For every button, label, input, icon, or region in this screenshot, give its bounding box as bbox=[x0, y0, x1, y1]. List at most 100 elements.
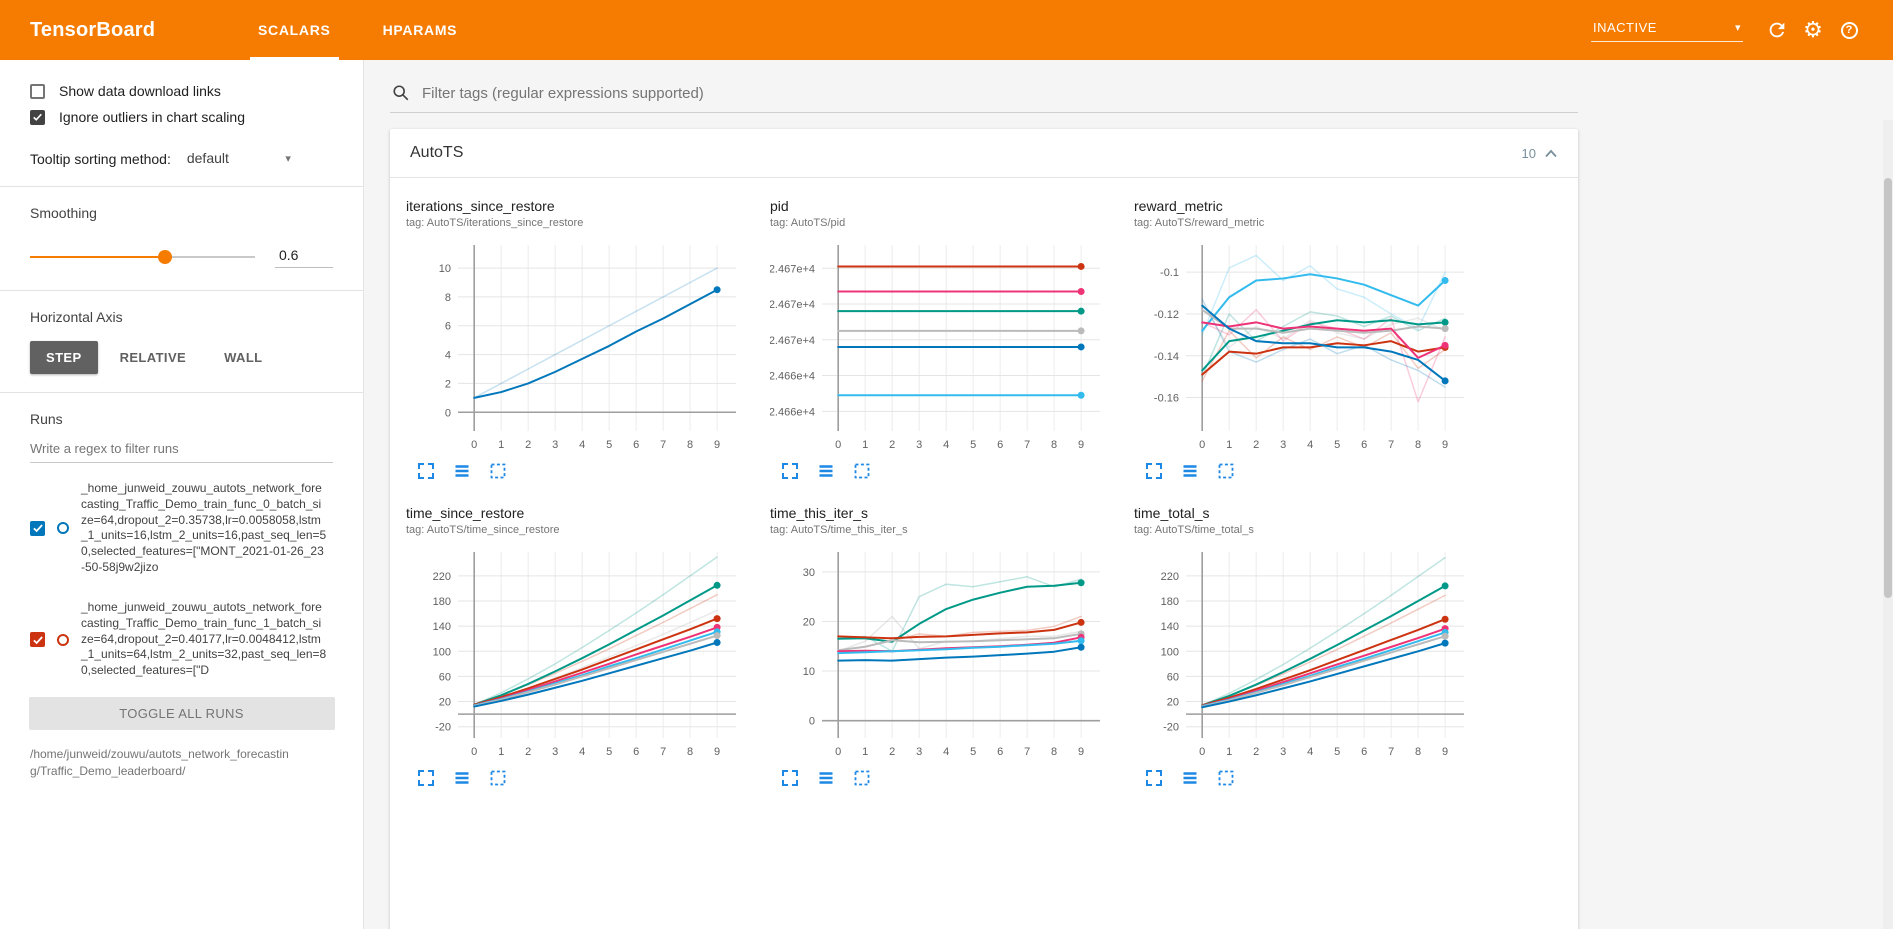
scrollbar-thumb[interactable] bbox=[1884, 178, 1892, 598]
fit-domain-icon[interactable] bbox=[486, 459, 510, 483]
line-chart[interactable]: 0 1 2 3 4 5 6 7 8 9 -0.1 -0.12 -0.14 -0.16 bbox=[1134, 237, 1474, 457]
run-radio[interactable] bbox=[57, 522, 69, 535]
line-chart[interactable]: 0 1 2 3 4 5 6 7 8 9 -20 20 60 100 140 180 220 bbox=[1134, 544, 1474, 764]
expand-chart-icon[interactable] bbox=[1142, 459, 1166, 483]
chart-toolbar bbox=[406, 766, 756, 790]
show-download-links-checkbox[interactable]: Show data download links bbox=[30, 78, 333, 104]
tag-group-header[interactable]: AutoTS 10 bbox=[390, 129, 1578, 178]
svg-text:3: 3 bbox=[552, 439, 558, 451]
checkbox-label: Ignore outliers in chart scaling bbox=[59, 109, 245, 125]
chart-card: time_this_iter_s tag: AutoTS/time_this_i… bbox=[770, 505, 1120, 790]
line-chart[interactable]: 0 1 2 3 4 5 6 7 8 9 0 10 20 30 bbox=[770, 544, 1110, 764]
chevron-down-icon: ▾ bbox=[285, 152, 291, 165]
svg-text:2: 2 bbox=[889, 439, 895, 451]
fit-domain-icon[interactable] bbox=[1214, 459, 1238, 483]
tag-group-count: 10 bbox=[1521, 145, 1536, 161]
svg-text:100: 100 bbox=[433, 646, 451, 658]
svg-text:6: 6 bbox=[997, 439, 1003, 451]
tooltip-sort-dropdown[interactable]: default ▾ bbox=[187, 150, 291, 168]
svg-text:180: 180 bbox=[1161, 596, 1179, 608]
svg-text:0: 0 bbox=[471, 746, 477, 758]
svg-text:3: 3 bbox=[552, 746, 558, 758]
run-checkbox[interactable] bbox=[30, 632, 45, 648]
svg-text:8: 8 bbox=[1415, 439, 1421, 451]
chart-card: iterations_since_restore tag: AutoTS/ite… bbox=[406, 198, 756, 483]
fit-domain-icon[interactable] bbox=[1214, 766, 1238, 790]
step-button[interactable]: STEP bbox=[30, 341, 98, 374]
checkbox-label: Show data download links bbox=[59, 83, 221, 99]
svg-text:10: 10 bbox=[439, 263, 451, 275]
wall-button[interactable]: WALL bbox=[208, 341, 278, 374]
svg-text:8: 8 bbox=[1051, 746, 1057, 758]
tag-filter-input[interactable] bbox=[422, 84, 1576, 102]
svg-text:0: 0 bbox=[835, 439, 841, 451]
expand-chart-icon[interactable] bbox=[778, 459, 802, 483]
gear-icon: ⚙ bbox=[1803, 17, 1823, 42]
expand-chart-icon[interactable] bbox=[778, 766, 802, 790]
fit-domain-icon[interactable] bbox=[850, 766, 874, 790]
toggle-all-runs-button[interactable]: TOGGLE ALL RUNS bbox=[28, 697, 335, 731]
runs-label: Runs bbox=[30, 411, 63, 427]
log-scale-icon[interactable] bbox=[1178, 459, 1202, 483]
smoothing-value[interactable]: 0.6 bbox=[275, 245, 333, 268]
log-scale-icon[interactable] bbox=[814, 766, 838, 790]
line-chart[interactable]: 0 1 2 3 4 5 6 7 8 9 0 2 4 6 8 10 bbox=[406, 237, 746, 457]
svg-text:2: 2 bbox=[525, 746, 531, 758]
scrollbar[interactable] bbox=[1883, 120, 1893, 929]
question-mark-icon: ? bbox=[1840, 21, 1858, 39]
svg-text:9: 9 bbox=[1078, 439, 1084, 451]
svg-text:1: 1 bbox=[1226, 439, 1232, 451]
svg-text:1: 1 bbox=[498, 439, 504, 451]
settings-button[interactable]: ⚙ bbox=[1795, 12, 1831, 48]
tab-hparams[interactable]: HPARAMS bbox=[382, 22, 458, 38]
svg-text:6: 6 bbox=[445, 321, 451, 333]
svg-text:30: 30 bbox=[803, 567, 815, 579]
tab-scalars[interactable]: SCALARS bbox=[232, 0, 357, 60]
svg-text:4: 4 bbox=[445, 350, 451, 362]
svg-text:-0.16: -0.16 bbox=[1154, 393, 1179, 405]
chart-card: time_total_s tag: AutoTS/time_total_s 0 1… bbox=[1134, 505, 1484, 790]
expand-chart-icon[interactable] bbox=[414, 459, 438, 483]
refresh-button[interactable] bbox=[1759, 12, 1795, 48]
expand-chart-icon[interactable] bbox=[1142, 766, 1166, 790]
divider bbox=[0, 290, 363, 291]
run-checkbox[interactable] bbox=[30, 520, 45, 536]
chart-title: time_total_s bbox=[1134, 505, 1210, 521]
chart-tag: tag: AutoTS/time_this_iter_s bbox=[770, 524, 908, 536]
relative-button[interactable]: RELATIVE bbox=[104, 341, 203, 374]
log-scale-icon[interactable] bbox=[450, 459, 474, 483]
svg-text:6: 6 bbox=[1361, 746, 1367, 758]
checkbox-icon bbox=[30, 109, 45, 125]
smoothing-label: Smoothing bbox=[30, 205, 97, 221]
fit-domain-icon[interactable] bbox=[486, 766, 510, 790]
expand-chart-icon[interactable] bbox=[414, 766, 438, 790]
tooltip-sort-label: Tooltip sorting method: bbox=[30, 151, 171, 167]
line-chart[interactable]: 0 1 2 3 4 5 6 7 8 9 2.467e+4 2.467e+4 2.467e+4 2.466e… bbox=[770, 237, 1110, 457]
slider-thumb[interactable] bbox=[158, 249, 172, 264]
search-icon bbox=[393, 85, 409, 101]
help-button[interactable]: ? bbox=[1831, 12, 1867, 48]
runs-filter-input[interactable] bbox=[30, 433, 333, 463]
svg-text:0: 0 bbox=[835, 746, 841, 758]
svg-text:8: 8 bbox=[445, 292, 451, 304]
line-chart[interactable]: 0 1 2 3 4 5 6 7 8 9 -20 20 60 100 140 180 220 bbox=[406, 544, 746, 764]
svg-text:8: 8 bbox=[687, 439, 693, 451]
fit-domain-icon[interactable] bbox=[850, 459, 874, 483]
ignore-outliers-checkbox[interactable]: Ignore outliers in chart scaling bbox=[30, 104, 333, 130]
divider bbox=[0, 186, 363, 187]
log-scale-icon[interactable] bbox=[814, 459, 838, 483]
svg-text:4: 4 bbox=[1307, 746, 1313, 758]
chart-title: time_since_restore bbox=[406, 505, 525, 521]
charts-grid: iterations_since_restore tag: AutoTS/ite… bbox=[390, 178, 1578, 810]
run-radio[interactable] bbox=[57, 633, 69, 646]
svg-text:1: 1 bbox=[1226, 746, 1232, 758]
svg-text:5: 5 bbox=[970, 746, 976, 758]
svg-text:220: 220 bbox=[433, 571, 451, 583]
smoothing-slider[interactable] bbox=[30, 249, 255, 264]
horizontal-axis-label: Horizontal Axis bbox=[30, 309, 123, 325]
log-scale-icon[interactable] bbox=[450, 766, 474, 790]
log-scale-icon[interactable] bbox=[1178, 766, 1202, 790]
svg-text:6: 6 bbox=[633, 439, 639, 451]
tag-group-card: AutoTS 10 iterations_since_restore tag: … bbox=[390, 129, 1578, 929]
data-status-dropdown[interactable]: INACTIVE ▾ bbox=[1591, 18, 1743, 42]
